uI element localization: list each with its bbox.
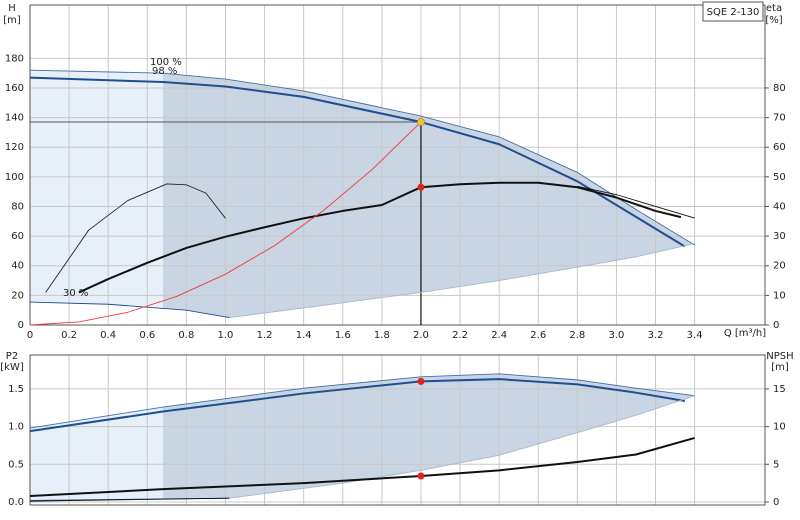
x-tick-label: 1.4 — [296, 330, 312, 341]
plot-frame — [29, 4, 766, 326]
y-tick-label: 1.5 — [8, 384, 24, 395]
curve — [229, 243, 695, 319]
x-tick-label: 0.6 — [139, 330, 155, 341]
y-tick-label: 80 — [11, 201, 24, 212]
y-tick-label: 0.5 — [8, 459, 24, 470]
curve-label: 30 % — [63, 288, 88, 299]
y2-tick-label: 80 — [773, 83, 786, 94]
x-tick-label: 0 — [27, 330, 33, 341]
y-tick-label: 120 — [5, 142, 24, 153]
curve — [29, 436, 695, 497]
x-tick-label: 0.4 — [100, 330, 116, 341]
y2-tick-label: 0 — [773, 497, 779, 508]
y2-tick-label: 5 — [773, 459, 779, 470]
y2-tick-label: 0 — [773, 320, 779, 331]
y-axis-label: H — [8, 3, 16, 14]
x-tick-label: 3.4 — [687, 330, 703, 341]
model-box — [702, 1, 764, 22]
envelope-dark — [162, 73, 695, 318]
y2-tick-label: 20 — [773, 261, 786, 272]
y-tick-label: 1.0 — [8, 422, 24, 433]
y2-tick-label: 15 — [773, 384, 786, 395]
x-tick-label: 1.8 — [374, 330, 390, 341]
x-tick-label: 1.0 — [218, 330, 234, 341]
y-tick-label: 20 — [11, 290, 24, 301]
y2-axis-unit: [%] — [765, 15, 782, 26]
y-tick-label: 180 — [5, 53, 24, 64]
x-tick-label: 3.2 — [648, 330, 664, 341]
x-tick-label: 2.2 — [452, 330, 468, 341]
curve — [29, 301, 230, 319]
y2-tick-label: 30 — [773, 231, 786, 242]
model-label: SQE 2-130 — [707, 7, 760, 18]
duty-point — [417, 118, 425, 126]
y2-tick-label: 50 — [773, 172, 786, 183]
x-tick-label: 2.6 — [530, 330, 546, 341]
y-tick-label: 0.0 — [8, 497, 24, 508]
y-tick-label: 0 — [18, 320, 24, 331]
plot-frame — [29, 354, 766, 506]
y-tick-label: 40 — [11, 261, 24, 272]
y-tick-label: 100 — [5, 172, 24, 183]
y-axis-label: P2 — [6, 351, 18, 362]
y-tick-label: 140 — [5, 113, 24, 124]
x-tick-label: 3.0 — [608, 330, 624, 341]
x-tick-label: 0.2 — [61, 330, 77, 341]
y-axis-unit: [m] — [3, 15, 21, 26]
x-tick-label: 2.4 — [491, 330, 507, 341]
y2-axis-label: eta — [766, 3, 782, 14]
duty-point — [417, 472, 425, 480]
x-tick-label: 2.8 — [569, 330, 585, 341]
curve-label: 98 % — [152, 66, 177, 77]
x-tick-label: 2.0 — [413, 330, 429, 341]
envelope-dark — [162, 373, 695, 499]
y2-tick-label: 10 — [773, 290, 786, 301]
y-tick-label: 160 — [5, 83, 24, 94]
y2-tick-label: 70 — [773, 113, 786, 124]
x-tick-label: 0.8 — [178, 330, 194, 341]
x-tick-label: 1.6 — [335, 330, 351, 341]
y-axis-unit: [kW] — [0, 362, 24, 373]
curve — [29, 373, 695, 429]
y2-tick-label: 40 — [773, 201, 786, 212]
y2-tick-label: 10 — [773, 422, 786, 433]
y2-axis-unit: [m] — [771, 362, 789, 373]
curve-label: 100 % — [150, 57, 182, 68]
duty-point — [417, 377, 425, 385]
curve — [29, 497, 230, 502]
y-tick-label: 60 — [11, 231, 24, 242]
x-axis-label: Q [m³/h] — [724, 328, 766, 339]
curve — [29, 378, 686, 433]
curve — [229, 395, 695, 499]
y2-tick-label: 60 — [773, 142, 786, 153]
x-tick-label: 1.2 — [257, 330, 273, 341]
curve — [45, 183, 226, 293]
curve — [29, 121, 422, 326]
curve — [78, 181, 682, 294]
y2-axis-label: NPSH — [766, 351, 793, 362]
duty-point — [417, 183, 425, 191]
curve — [577, 185, 695, 219]
